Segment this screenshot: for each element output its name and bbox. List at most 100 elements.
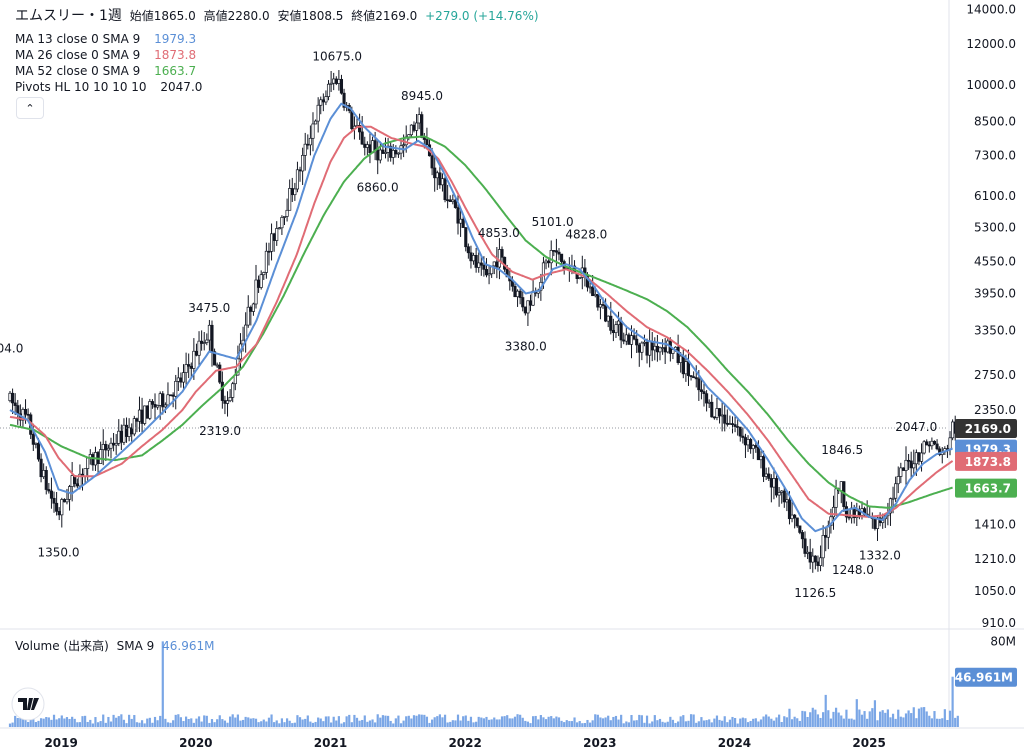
ma52-line: [9, 135, 953, 509]
volume-bar: [231, 714, 234, 727]
candle-body: [453, 199, 457, 208]
indicator-ma26-value: 1873.8: [154, 48, 197, 62]
indicator-pivots-value: 2047.0: [160, 80, 203, 94]
volume-bar: [617, 719, 620, 727]
candle-body: [150, 401, 154, 405]
candle-body: [951, 421, 955, 439]
volume-bar: [324, 716, 328, 727]
volume-bar: [850, 718, 853, 727]
volume-bar: [291, 723, 294, 727]
collapse-legend-button[interactable]: ⌃: [16, 97, 44, 119]
candle-body: [922, 441, 926, 454]
candle-body: [818, 557, 823, 566]
candle-body: [774, 478, 779, 496]
volume-bar: [405, 716, 408, 727]
candle-body: [484, 269, 489, 276]
volume-bar: [399, 723, 403, 727]
candle-body: [813, 555, 817, 563]
candle-body: [593, 293, 597, 297]
volume-bar: [353, 714, 356, 727]
volume-bar: [50, 719, 53, 727]
pivot-label: 8945.0: [401, 89, 443, 103]
chart-header: エムスリー・1週 始値1865.0 高値2280.0 安値1808.5 終値21…: [15, 8, 543, 24]
volume-bar: [52, 714, 56, 727]
volume-bar: [477, 716, 480, 727]
candle-body: [541, 262, 546, 283]
pivot-label: 2319.0: [199, 424, 241, 438]
candle-body: [225, 400, 230, 404]
candle-body: [461, 218, 465, 228]
volume-bar: [886, 709, 889, 727]
candle-body: [153, 404, 157, 408]
volume-bar: [873, 700, 877, 727]
volume-bar: [539, 715, 542, 727]
candle-body: [215, 364, 219, 367]
candle-body: [640, 342, 644, 353]
candle-body: [269, 233, 274, 252]
candle-body: [477, 262, 481, 268]
pivot-labels: 10675.0 8945.0 3475.0 04.0 6860.0 5101.0 4853.…: [0, 49, 937, 600]
volume-bar: [923, 707, 926, 727]
volume-bar: [169, 722, 172, 727]
volume-bar: [244, 716, 247, 727]
candle-body: [676, 346, 680, 363]
volume-bar: [718, 719, 721, 727]
volume-bar: [469, 716, 473, 727]
indicator-ma26[interactable]: MA 26 close 0 SMA 9 1873.8: [15, 47, 200, 63]
candle-body: [158, 393, 162, 406]
volume-bar: [565, 720, 568, 727]
candle-body: [324, 96, 328, 103]
pivot-label: 10675.0: [312, 49, 362, 63]
high-value: 2280.0: [227, 9, 270, 23]
volume-bar: [340, 723, 343, 727]
price-tick-label: 910.0: [982, 616, 1016, 630]
candle-body: [8, 392, 12, 402]
candle-body: [446, 199, 450, 202]
candle-body: [55, 502, 59, 512]
volume-bar: [700, 717, 703, 727]
volume-bar: [648, 723, 651, 727]
candle-body: [642, 341, 647, 344]
indicator-pivots[interactable]: Pivots HL 10 10 10 10 2047.0: [15, 79, 206, 95]
volume-bar: [560, 720, 563, 727]
candle-body: [585, 275, 590, 288]
candle-body: [471, 255, 476, 262]
symbol-title[interactable]: エムスリー・1週: [15, 8, 122, 24]
ma52-price-tag-label: 1663.7: [965, 482, 1011, 496]
pivot-label: 04.0: [0, 342, 23, 356]
volume-bar: [495, 719, 498, 727]
volume-bar: [910, 713, 913, 727]
volume-bar: [273, 722, 276, 727]
candle-body: [205, 339, 209, 343]
volume-price-tag-label: 46.961M: [955, 671, 1013, 685]
indicator-ma52[interactable]: MA 52 close 0 SMA 9 1663.7: [15, 63, 200, 79]
volume-legend[interactable]: Volume (出来高) SMA 9 46.961M: [15, 638, 218, 654]
candle-body: [720, 414, 724, 417]
candle-body: [174, 380, 178, 397]
volume-bar: [614, 715, 618, 727]
candle-body: [329, 82, 333, 85]
candle-body: [124, 424, 129, 437]
indicator-pivots-label: Pivots HL 10 10 10 10: [15, 80, 147, 94]
indicator-ma13[interactable]: MA 13 close 0 SMA 9 1979.3: [15, 31, 200, 47]
volume-bar: [638, 714, 641, 727]
candle-body: [521, 297, 525, 308]
volume-bar: [454, 720, 457, 727]
candle-body: [717, 408, 722, 417]
volume-bar: [267, 717, 271, 727]
volume-bar: [736, 723, 739, 727]
volume-bar: [775, 717, 778, 727]
volume-bar: [68, 718, 71, 727]
candle-body: [249, 306, 253, 312]
moving-average-lines: [9, 102, 954, 533]
candle-body: [782, 490, 786, 503]
price-tick-label: 2750.0: [974, 368, 1016, 382]
volume-bar: [842, 718, 845, 727]
candle-body: [451, 199, 455, 202]
last-price-tag-label: 2169.0: [965, 422, 1011, 436]
candle-body: [117, 430, 121, 444]
volume-bar: [829, 718, 833, 727]
volume-bar: [728, 719, 732, 727]
volume-bar: [746, 722, 750, 727]
